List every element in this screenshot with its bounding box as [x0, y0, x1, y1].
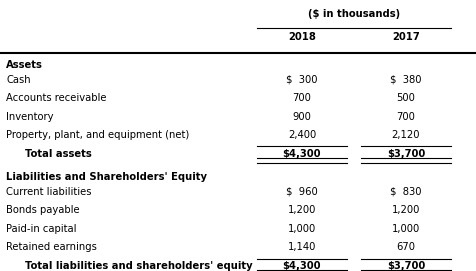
Text: $  960: $ 960 — [286, 187, 318, 197]
Text: $4,300: $4,300 — [283, 261, 321, 271]
Text: 670: 670 — [397, 242, 416, 252]
Text: Inventory: Inventory — [6, 112, 54, 122]
Text: 2,120: 2,120 — [392, 130, 420, 140]
Text: 2,400: 2,400 — [288, 130, 316, 140]
Text: 700: 700 — [292, 93, 311, 103]
Text: 1,000: 1,000 — [288, 224, 316, 234]
Text: 500: 500 — [397, 93, 416, 103]
Text: 1,200: 1,200 — [392, 205, 420, 215]
Text: $  830: $ 830 — [390, 187, 422, 197]
Text: $  300: $ 300 — [286, 75, 317, 85]
Text: $  380: $ 380 — [390, 75, 422, 85]
Text: 900: 900 — [292, 112, 311, 122]
Text: Total liabilities and shareholders' equity: Total liabilities and shareholders' equi… — [25, 261, 253, 271]
Text: Assets: Assets — [6, 60, 43, 70]
Text: Accounts receivable: Accounts receivable — [6, 93, 107, 103]
Text: Retained earnings: Retained earnings — [6, 242, 97, 252]
Text: Cash: Cash — [6, 75, 31, 85]
Text: Current liabilities: Current liabilities — [6, 187, 91, 197]
Text: Bonds payable: Bonds payable — [6, 205, 80, 215]
Text: 2018: 2018 — [288, 32, 316, 42]
Text: 2017: 2017 — [392, 32, 420, 42]
Text: 700: 700 — [397, 112, 416, 122]
Text: ($ in thousands): ($ in thousands) — [308, 9, 400, 19]
Text: Paid-in capital: Paid-in capital — [6, 224, 77, 234]
Text: Liabilities and Shareholders' Equity: Liabilities and Shareholders' Equity — [6, 172, 207, 182]
Text: 1,200: 1,200 — [288, 205, 316, 215]
Text: Property, plant, and equipment (net): Property, plant, and equipment (net) — [6, 130, 189, 140]
Text: $3,700: $3,700 — [387, 261, 425, 271]
Text: 1,140: 1,140 — [288, 242, 316, 252]
Text: 1,000: 1,000 — [392, 224, 420, 234]
Text: Total assets: Total assets — [25, 149, 92, 159]
Text: $4,300: $4,300 — [283, 149, 321, 159]
Text: $3,700: $3,700 — [387, 149, 425, 159]
